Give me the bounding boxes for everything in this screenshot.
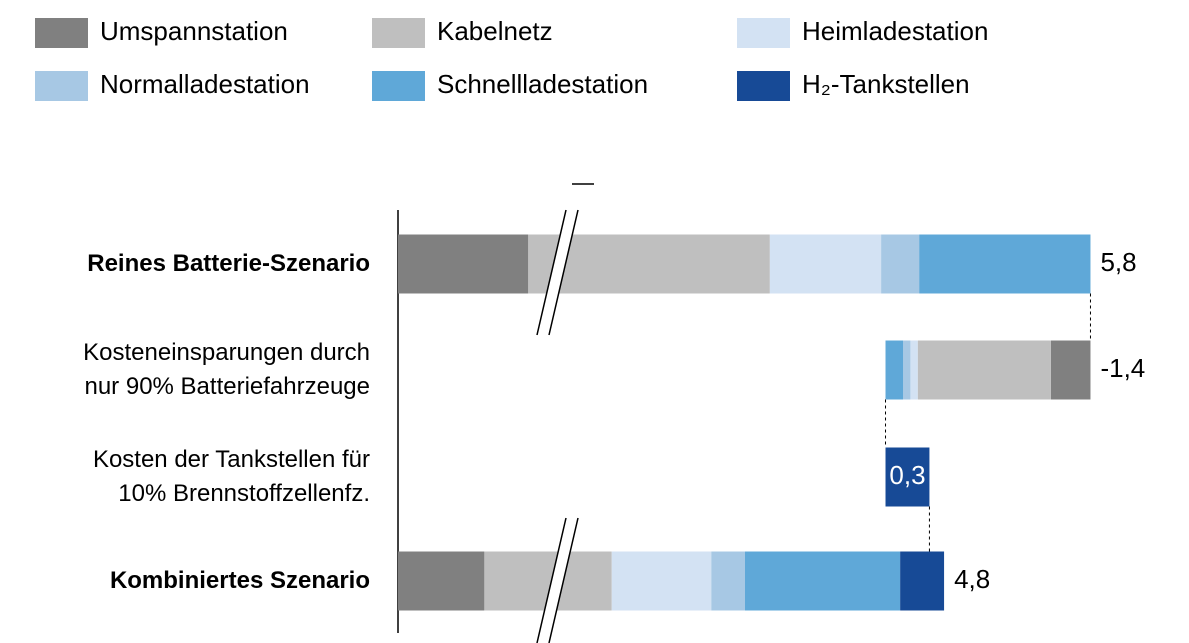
bar-segment [910,340,918,400]
legend-label: Umspannstation [100,16,288,46]
bar-segment [885,340,904,400]
legend-swatch [737,18,790,48]
bar-segment [917,340,1051,400]
bar-segment [398,234,529,294]
legend-label: Schnellladestation [437,69,648,99]
bar-segment [881,234,920,294]
category-label: Kosteneinsparungen durch nur 90% Batteri… [83,339,370,400]
legend-swatch [372,18,425,48]
bar-segment [900,551,945,611]
bar-segment [398,551,485,611]
legend-label: Normalladestation [100,69,310,99]
legend-swatch [737,71,790,101]
legend-label: Heimladestation [802,16,988,46]
legend-swatch [35,71,88,101]
legend-swatch [372,71,425,101]
legend-label: H₂-Tankstellen [802,69,970,99]
bar-segment [744,551,901,611]
bar-segment [611,551,712,611]
category-label: Kosten der Tankstellen für 10% Brennstof… [92,446,370,507]
axis-break [536,209,579,643]
bar-segment [885,447,930,507]
legend-swatch [35,18,88,48]
category-label: Kombiniertes Szenario [109,567,370,594]
bar-segment [919,234,1091,294]
category-label: Reines Batterie-Szenario [87,250,370,277]
value-label: -1,4 [1100,353,1145,383]
bar-segment [903,340,911,400]
legend-label: Kabelnetz [437,16,553,46]
bar-segment [711,551,745,611]
value-label: 0,3 [889,460,925,490]
bar-segment [769,234,882,294]
bar-segment [1050,340,1091,400]
value-label: 4,8 [954,564,990,594]
value-label: 5,8 [1100,247,1136,277]
